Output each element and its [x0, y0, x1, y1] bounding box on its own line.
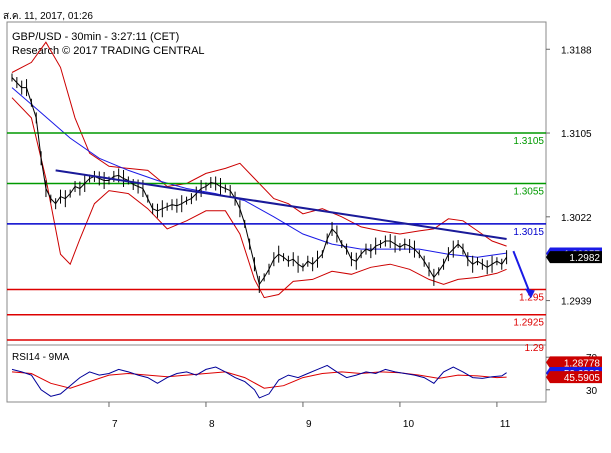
x-axis-ticks-layer: 7 8 9 10 11 [108, 402, 511, 430]
rsi-panel-border [6, 344, 547, 403]
forecast-arrow-head [524, 288, 535, 299]
price-label-text-2: 1.28778 [564, 358, 601, 369]
rsi-layer: 50.682945.5905 [11, 364, 602, 399]
bollinger-bands-layer [11, 41, 507, 299]
rsi-label-box-1 [546, 371, 602, 384]
x-tick-label-4: 11 [500, 419, 511, 430]
rsi-ma-line [11, 371, 507, 389]
rsi-label-text-1: 45.5905 [564, 373, 601, 384]
rsi-line [11, 364, 507, 399]
price-series-layer [11, 73, 508, 293]
level-label-0: 1.3105 [513, 136, 544, 147]
y-tick-label-0: 1.3188 [561, 45, 592, 56]
x-tick-label-0: 7 [112, 419, 118, 430]
rsi-y-tick-label-2: 30 [586, 386, 598, 397]
bollinger-lower-line [11, 97, 507, 299]
level-lines-layer: 1.3105 1.3055 1.3015 1.295 1.2925 1.29 [7, 132, 546, 354]
timestamp: ส.ค. 11, 2017, 01:26 [3, 11, 93, 22]
trendline [55, 169, 507, 241]
price-subtitle-line1: GBP/USD - 30min - 3:27:11 (CET) [12, 31, 179, 43]
level-label-2: 1.3015 [513, 227, 544, 238]
level-label-5: 1.29 [525, 343, 545, 354]
y-tick-label-3: 1.2939 [561, 297, 592, 308]
price-subtitle-line2: Research © 2017 TRADING CENTRAL [12, 45, 205, 57]
rsi-panel-title: RSI14 - 9MA [12, 352, 70, 363]
bollinger-upper-line [11, 41, 507, 247]
moving-average-line [11, 87, 507, 258]
y-tick-label-1: 1.3105 [561, 129, 592, 140]
price-label-box-2 [546, 356, 602, 369]
y-tick-label-2: 1.3022 [561, 213, 592, 224]
x-tick-label-3: 10 [403, 419, 415, 430]
price-label-text-1: 1.2982 [569, 253, 600, 264]
moving-average-layer [11, 87, 507, 258]
level-label-1: 1.3055 [513, 187, 544, 198]
trendline-layer [55, 169, 535, 299]
level-label-4: 1.2925 [513, 318, 544, 329]
x-tick-label-2: 9 [306, 419, 312, 430]
forecast-arrow-line [512, 250, 532, 296]
x-tick-label-1: 8 [209, 419, 215, 430]
price-label-box-1 [546, 251, 602, 264]
level-label-3: 1.295 [519, 292, 544, 303]
